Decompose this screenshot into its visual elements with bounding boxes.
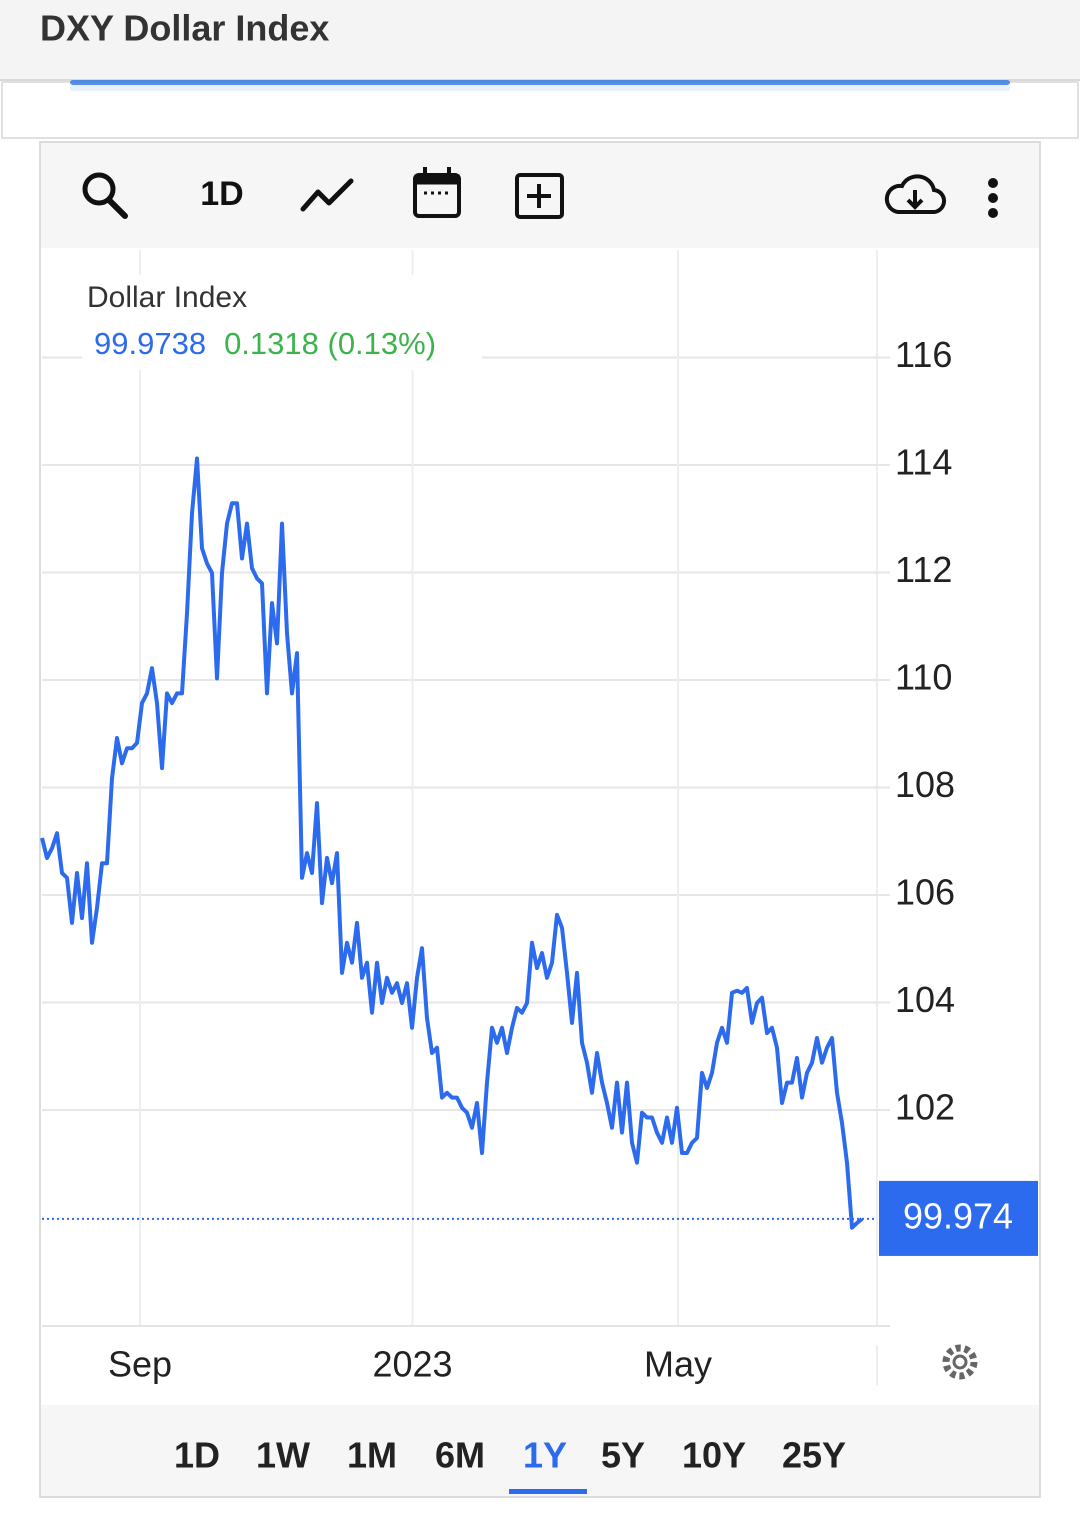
plot: 102 104 106 108 110 112 114 116 Sep 2023 May 99.974… <box>40 250 1038 1385</box>
x-tick-label: 2023 <box>372 1344 452 1385</box>
last-value-label: 99.974 <box>903 1195 1013 1236</box>
y-tick-label: 104 <box>895 979 955 1020</box>
download-button[interactable] <box>884 174 947 215</box>
x-tick-label: Sep <box>108 1344 172 1385</box>
y-tick-label: 112 <box>895 549 952 590</box>
change: 0.1318 (0.13%) <box>224 326 436 361</box>
range-button[interactable]: 25Y <box>782 1435 846 1476</box>
legend-bg <box>82 275 482 370</box>
strip <box>1 81 1079 139</box>
accent-shadow <box>70 85 1010 91</box>
menu-button[interactable] <box>988 178 998 218</box>
y-tick-label: 110 <box>895 657 952 698</box>
page-title: DXY Dollar Index <box>40 8 329 49</box>
range-button[interactable]: 1D <box>174 1435 220 1476</box>
range-bar <box>41 1405 1039 1496</box>
top-bar <box>0 0 1080 80</box>
accent-bar <box>70 80 1010 85</box>
y-tick-label: 114 <box>895 442 952 483</box>
range-buttons: 1D 1W 1M 6M 1Y 5Y 10Y 25Y <box>174 1435 846 1494</box>
y-tick-label: 108 <box>895 764 955 805</box>
y-tick-label: 106 <box>895 872 955 913</box>
legend-values: 99.9738 0.1318 (0.13%) <box>94 326 436 361</box>
calendar-button[interactable] <box>413 167 461 218</box>
active-underline <box>509 1489 587 1494</box>
legend-title: Dollar Index <box>87 281 247 314</box>
settings-button[interactable] <box>942 1344 978 1380</box>
range-button[interactable]: 1W <box>256 1435 310 1476</box>
chart-type-button[interactable] <box>300 178 354 212</box>
last-value-box <box>879 1180 1038 1256</box>
y-tick-label: 116 <box>895 334 952 375</box>
range-button[interactable]: 6M <box>435 1435 485 1476</box>
price-line <box>40 456 864 1230</box>
range-button[interactable]: 1M <box>347 1435 397 1476</box>
y-tick-label: 102 <box>895 1087 955 1128</box>
range-button[interactable]: 1Y <box>523 1435 567 1476</box>
interval-button[interactable]: 1D <box>200 175 243 213</box>
search-button[interactable] <box>82 172 128 219</box>
toolbar-icons <box>82 167 998 219</box>
add-indicator-button[interactable] <box>515 173 564 219</box>
price: 99.9738 <box>94 326 206 361</box>
range-button[interactable]: 5Y <box>601 1435 645 1476</box>
x-tick-label: May <box>644 1344 712 1385</box>
range-button[interactable]: 10Y <box>682 1435 746 1476</box>
